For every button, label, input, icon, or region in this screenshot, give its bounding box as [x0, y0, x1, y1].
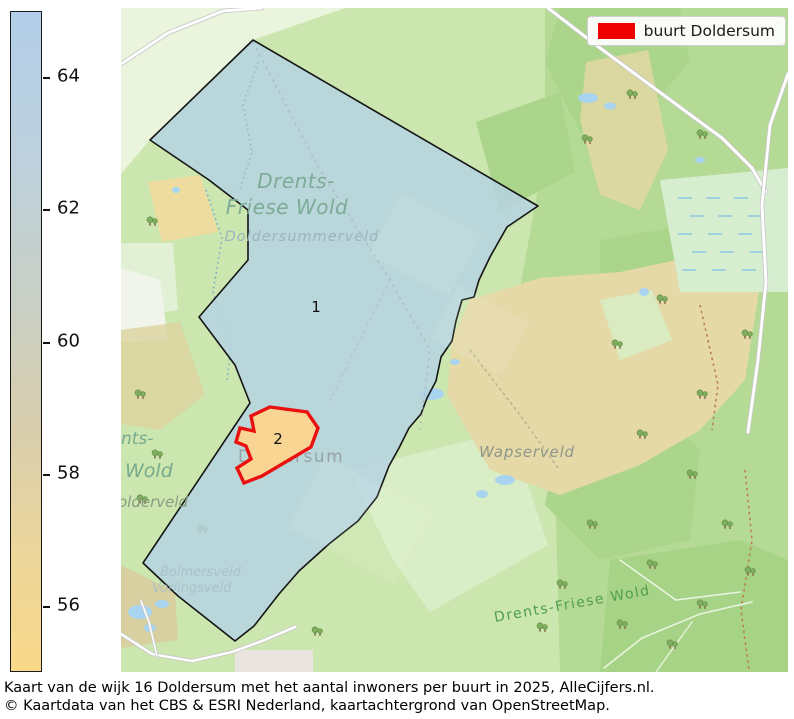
farmland-area: [121, 8, 345, 174]
map: Drents- Friese Wold Doldersummerveld Wap…: [121, 8, 788, 672]
label-left-line1: nts-: [121, 429, 153, 449]
residential-area: [235, 650, 313, 672]
caption: Kaart van de wijk 16 Doldersum met het a…: [4, 679, 655, 715]
farmland-area: [350, 430, 548, 612]
colorbar-tick-mark: [43, 77, 50, 80]
heath-area: [447, 255, 760, 495]
colorbar-tick-label: 56: [57, 594, 80, 616]
trails: [205, 189, 753, 671]
label-doldersummerveld: Doldersummerveld: [225, 229, 380, 245]
colorbar-tick-mark: [43, 341, 50, 344]
region-1-number: 1: [311, 298, 321, 316]
colorbar-tick-label: 58: [57, 462, 80, 484]
marsh-symbols: [678, 197, 764, 271]
forest-area: [476, 92, 575, 212]
label-left-line3: olderveld: [121, 493, 189, 511]
trails-inside-region: [239, 41, 431, 431]
marsh-area: [660, 168, 788, 292]
heath-area: [580, 50, 668, 210]
region-2-buurt-doldersum[interactable]: [233, 405, 320, 486]
parcel-texture: [288, 192, 530, 584]
farmland-area: [121, 268, 168, 342]
colorbar-tick-mark: [43, 209, 50, 212]
colorbar-tick-label: 60: [57, 330, 80, 352]
label-park-line2: Friese Wold: [226, 195, 348, 219]
legend-label: buurt Doldersum: [643, 22, 775, 40]
colorbar-tick-mark: [43, 605, 50, 608]
label-faint-line2: Vorlingsveld: [152, 581, 232, 596]
colorbar-tick-label: 62: [57, 197, 80, 219]
heath-area: [148, 175, 218, 242]
forest-area: [600, 540, 788, 672]
caption-line-1: Kaart van de wijk 16 Doldersum met het a…: [4, 680, 655, 696]
colorbar-tick-mark: [43, 473, 50, 476]
heath-area: [121, 565, 178, 648]
region-1-wijk-doldersum[interactable]: [142, 39, 539, 642]
label-left-line2: Wold: [125, 460, 174, 482]
label-faint-line1: Bolmersveld: [160, 565, 242, 580]
region-2-number: 2: [273, 430, 283, 448]
colorbar-tick-label: 64: [57, 65, 80, 87]
legend: buurt Doldersum: [586, 16, 786, 46]
label-wapserveld: Wapserveld: [479, 443, 575, 461]
label-park-line1: Drents-: [257, 169, 335, 193]
map-svg: Drents- Friese Wold Doldersummerveld Wap…: [121, 8, 788, 672]
heath-area: [121, 322, 205, 430]
caption-line-2: © Kaartdata van het CBS & ESRI Nederland…: [4, 698, 610, 714]
legend-swatch-red: [597, 23, 635, 39]
colorbar-gradient: [10, 11, 42, 672]
